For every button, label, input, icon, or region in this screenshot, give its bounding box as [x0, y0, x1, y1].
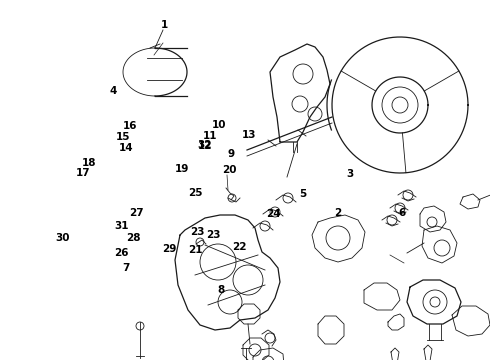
Text: 19: 19 — [175, 164, 190, 174]
Text: 1: 1 — [161, 20, 168, 30]
Text: 23: 23 — [190, 227, 204, 237]
Text: 28: 28 — [126, 233, 141, 243]
Text: 7: 7 — [122, 263, 130, 273]
Text: 3: 3 — [347, 168, 354, 179]
Text: 20: 20 — [222, 165, 237, 175]
Text: 22: 22 — [232, 242, 246, 252]
Text: 9: 9 — [228, 149, 235, 159]
Text: 31: 31 — [114, 221, 129, 231]
Text: 6: 6 — [398, 208, 405, 218]
Text: 26: 26 — [114, 248, 129, 258]
Text: 21: 21 — [188, 245, 202, 255]
Text: 25: 25 — [188, 188, 202, 198]
Text: 32: 32 — [197, 140, 212, 150]
Text: 29: 29 — [162, 244, 176, 254]
Text: 12: 12 — [197, 141, 212, 151]
Text: 11: 11 — [202, 131, 217, 141]
Text: 14: 14 — [119, 143, 134, 153]
Text: 24: 24 — [266, 209, 281, 219]
Text: 13: 13 — [242, 130, 256, 140]
Text: 15: 15 — [116, 132, 131, 142]
Text: 30: 30 — [55, 233, 70, 243]
Text: 8: 8 — [218, 285, 225, 295]
Text: 23: 23 — [206, 230, 220, 240]
Text: 10: 10 — [212, 120, 227, 130]
Text: 18: 18 — [82, 158, 97, 168]
Text: 17: 17 — [76, 168, 91, 178]
Text: 16: 16 — [122, 121, 137, 131]
Text: 5: 5 — [299, 189, 306, 199]
Text: 2: 2 — [335, 208, 342, 218]
Text: 4: 4 — [110, 86, 118, 96]
Text: 27: 27 — [129, 208, 144, 218]
